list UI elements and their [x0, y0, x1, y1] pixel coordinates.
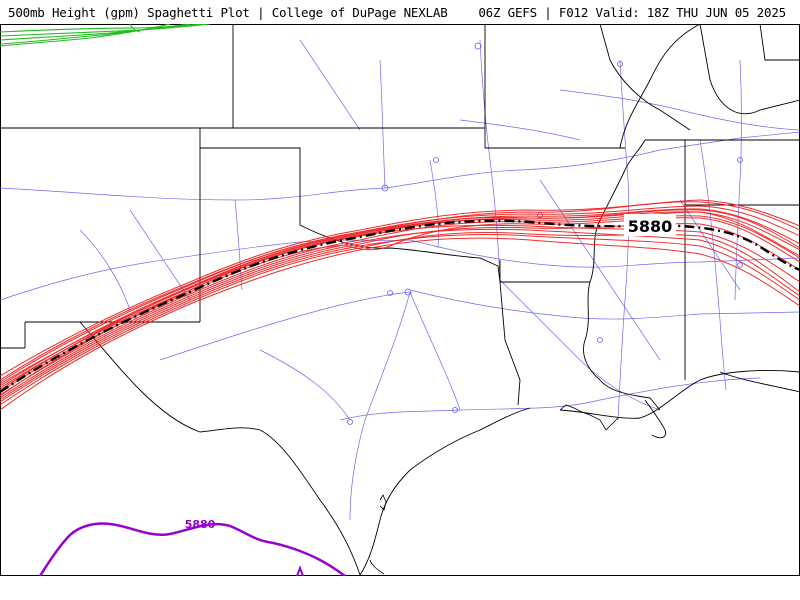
ensemble-mean-contour	[0, 219, 800, 393]
header-bar: 500mb Height (gpm) Spaghetti Plot | Coll…	[0, 0, 800, 24]
spaghetti-map: 5880 5880	[0, 24, 800, 576]
north-member-contours	[0, 24, 211, 47]
boundaries-layer	[0, 24, 800, 576]
coastline-detail	[369, 404, 619, 575]
south-contour-fragment	[296, 565, 304, 576]
ensemble-member-contours	[0, 199, 800, 411]
city-markers	[347, 42, 743, 425]
plot-title: 500mb Height (gpm) Spaghetti Plot | Coll…	[8, 5, 448, 20]
mean-contour-label: 5880	[628, 217, 673, 236]
run-valid-info: 06Z GEFS | F012 Valid: 18Z THU JUN 05 20…	[478, 5, 786, 20]
map-frame	[0, 24, 800, 576]
highways-layer	[0, 39, 800, 521]
mean-label-background	[624, 214, 676, 236]
south-contour	[38, 522, 346, 576]
south-contour-label: 5880	[185, 518, 216, 531]
